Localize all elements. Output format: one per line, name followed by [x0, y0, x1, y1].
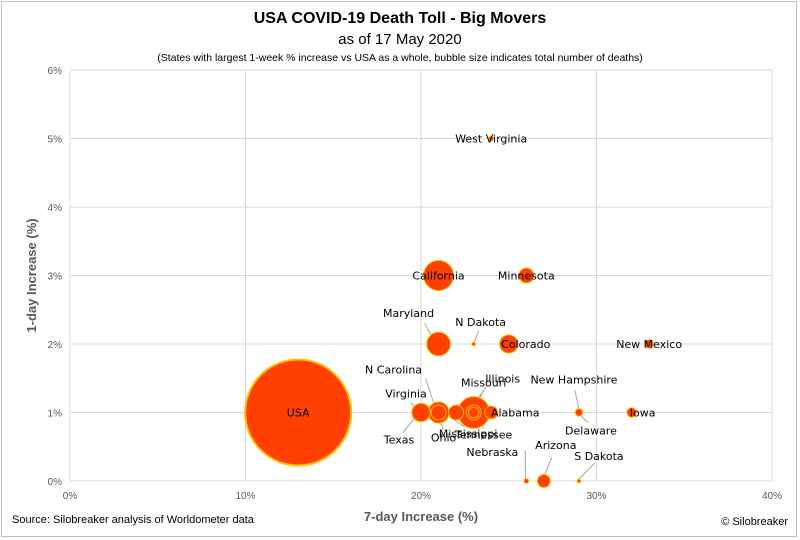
x-tick-label: 10% — [235, 491, 255, 502]
label-usa: USA — [287, 407, 310, 420]
bubble-s-dakota — [576, 478, 582, 484]
label-n-dakota: N Dakota — [455, 316, 506, 329]
label-colorado: Colorado — [501, 338, 550, 351]
label-n-carolina: N Carolina — [365, 364, 422, 377]
label-tennessee: Tennessee — [454, 429, 513, 442]
label-texas: Texas — [383, 434, 415, 447]
bubbles — [244, 135, 655, 488]
bubble-delaware — [574, 408, 584, 417]
x-axis-title: 7-day Increase (%) — [364, 509, 478, 524]
label-west-virginia: West Virginia — [455, 133, 527, 146]
x-tick-label: 40% — [762, 491, 782, 502]
label-california: California — [412, 270, 464, 283]
credit-note: © Silobreaker — [721, 516, 788, 528]
label-missouri: Missouri — [461, 377, 506, 390]
bubble-nebraska — [523, 478, 530, 484]
bubble-texas — [411, 402, 431, 423]
y-tick-label: 2% — [48, 340, 63, 351]
y-tick-label: 0% — [48, 477, 63, 488]
point-labels: USA California Minnesota West Virginia Maryl… — [287, 133, 683, 464]
y-tick-label: 1% — [48, 409, 63, 420]
y-tick-label: 3% — [48, 272, 63, 283]
leader-delaware — [580, 415, 589, 423]
bubble-usa — [244, 358, 353, 467]
y-tick-label: 6% — [48, 66, 63, 77]
label-alabama: Alabama — [491, 407, 540, 420]
bubble-iowa — [626, 407, 637, 418]
label-illinois: Illinois — [485, 373, 520, 386]
bubble-new-mexico — [644, 339, 655, 349]
label-maryland: Maryland — [383, 307, 434, 320]
bubble-n-carolina — [430, 404, 447, 421]
tick-labels: 0% 10% 20% 30% 40% 0% 1% 2% 3% 4% 5% 6% — [48, 66, 783, 502]
x-tick-label: 0% — [63, 491, 78, 502]
bubble-alabama — [484, 405, 499, 420]
label-virginia: Virginia — [385, 388, 426, 401]
y-tick-label: 5% — [48, 135, 63, 146]
label-arizona: Arizona — [535, 439, 576, 452]
label-delaware: Delaware — [565, 425, 617, 438]
label-ohio: Ohio — [431, 432, 457, 445]
grid-lines — [69, 69, 773, 482]
y-tick-label: 4% — [48, 203, 63, 214]
label-minnesota: Minnesota — [498, 270, 555, 283]
bubble-arizona — [536, 474, 551, 488]
leader-arizona — [543, 456, 553, 478]
x-tick-label: 20% — [411, 491, 431, 502]
chart-subtitle: as of 17 May 2020 — [338, 31, 462, 48]
bubble-maryland — [426, 331, 451, 357]
bubble-n-dakota — [471, 341, 476, 347]
x-tick-label: 30% — [586, 491, 606, 502]
leader-n-dakota — [473, 330, 480, 345]
source-note: Source: Silobreaker analysis of Worldome… — [12, 514, 254, 526]
chart-note: (States with largest 1-week % increase v… — [157, 52, 643, 64]
y-axis-title: 1-day Increase (%) — [24, 218, 39, 332]
bubble-west-virginia — [488, 135, 495, 142]
label-nebraska: Nebraska — [466, 446, 518, 459]
bubble-california — [423, 260, 455, 291]
bubble-colorado — [499, 334, 519, 354]
label-s-dakota: S Dakota — [574, 450, 623, 463]
bubble-tennessee — [467, 406, 480, 419]
bubble-mississippi — [448, 404, 465, 421]
label-iowa: Iowa — [630, 407, 656, 420]
bubble-minnesota — [518, 267, 535, 284]
leader-new-hampshire — [574, 390, 580, 410]
label-mississippi: Mississippi — [439, 428, 498, 441]
label-new-mexico: New Mexico — [616, 338, 682, 351]
chart-title: USA COVID-19 Death Toll - Big Movers — [253, 10, 547, 27]
label-new-hampshire: New Hampshire — [530, 374, 617, 387]
leader-s-dakota — [578, 462, 596, 480]
